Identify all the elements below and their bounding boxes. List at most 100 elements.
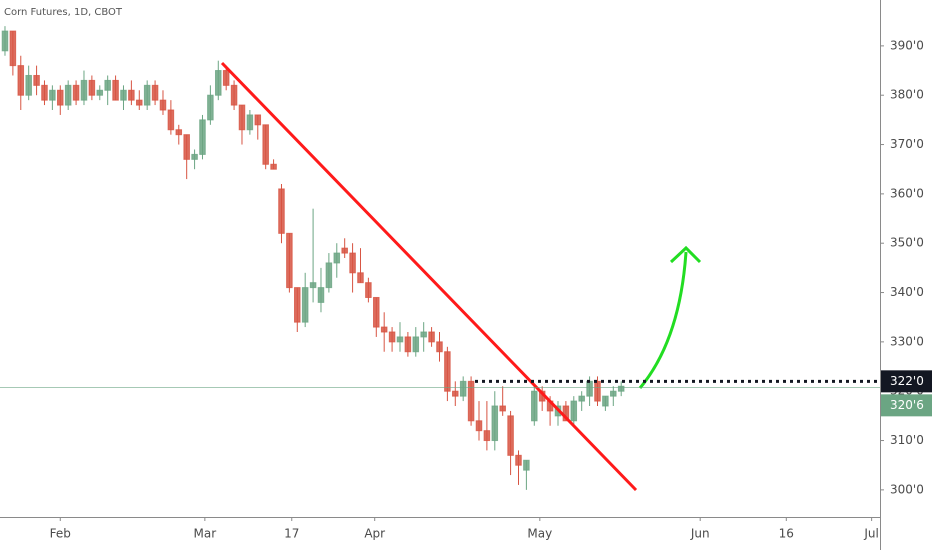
y-tick-label: 380'0 (890, 88, 924, 102)
candle-body (57, 89, 64, 106)
x-tick-label: Apr (364, 527, 385, 541)
candle-body (491, 405, 499, 442)
candle-body (499, 405, 506, 412)
candle-body (578, 395, 585, 402)
candle-body (531, 390, 538, 422)
price-label-box (881, 370, 932, 393)
x-tick-label: Feb (50, 527, 71, 541)
candle-body (602, 395, 609, 407)
candle-body (412, 336, 420, 353)
candle-body (515, 454, 522, 466)
candle-body (120, 89, 127, 101)
y-tick-label: 390'0 (890, 38, 924, 52)
candle-body (41, 84, 48, 101)
candle-body (104, 79, 111, 91)
candle-body (80, 79, 88, 101)
candle-body (301, 287, 309, 323)
candle-body (33, 74, 40, 86)
y-tick-label: 370'0 (890, 137, 924, 151)
candle-body (159, 99, 167, 111)
candle-body (617, 385, 625, 392)
candle-body (222, 70, 230, 86)
x-tick-label: Jul (863, 527, 878, 541)
forecast-arrow (638, 251, 688, 389)
candle-body (507, 415, 514, 456)
candle-body (207, 94, 214, 121)
candle-body (459, 380, 467, 397)
y-tick-label: 300'0 (890, 482, 924, 496)
candle-body (396, 336, 404, 343)
candle-body (594, 380, 601, 402)
candle-body (17, 65, 25, 96)
candle-body (191, 153, 198, 160)
candle-body (9, 30, 17, 67)
candle-body (444, 351, 451, 392)
candle-body (72, 84, 80, 101)
candle-body (262, 124, 269, 165)
candle-body (1, 30, 9, 52)
candle-body (96, 89, 104, 96)
y-tick-label: 330'0 (890, 334, 924, 348)
candle-body (143, 84, 151, 106)
candle-body (436, 341, 443, 353)
candles (1, 26, 625, 490)
candle-body (586, 380, 593, 397)
candle-body (373, 296, 380, 328)
candle-body (167, 109, 175, 131)
candle-body (183, 134, 190, 160)
candle-body (610, 390, 617, 397)
chart-title: Corn Futures, 1D, CBOT (4, 7, 123, 18)
candle-body (523, 459, 530, 471)
x-tick-label: 17 (284, 527, 299, 541)
candle-body (49, 89, 56, 101)
candle-body (151, 84, 159, 101)
candle-body (483, 430, 491, 442)
candle-body (294, 287, 301, 323)
candle-body (64, 84, 72, 106)
x-tick-label: 16 (779, 527, 794, 541)
y-tick-label: 360'0 (890, 186, 924, 200)
candle-body (199, 119, 206, 155)
candle-body (88, 79, 96, 96)
candle-body (175, 129, 183, 136)
candle-body (254, 114, 262, 126)
candle-body (388, 331, 396, 343)
candle-body (357, 272, 364, 284)
candle-body (25, 74, 32, 96)
candle-body (317, 287, 325, 303)
y-tick-label: 350'0 (890, 236, 924, 250)
x-tick-label: Jun (690, 527, 710, 541)
x-tick-label: May (527, 527, 552, 541)
candle-body (278, 188, 285, 234)
candle-body (452, 390, 459, 397)
candle-body (246, 114, 254, 131)
candle-body (341, 247, 348, 254)
candle-body (365, 282, 372, 298)
candle-body (309, 282, 317, 289)
price-label-box (881, 394, 932, 417)
candle-body (333, 252, 341, 264)
candle-body (325, 262, 333, 289)
candle-body (380, 326, 388, 333)
y-tick-label: 340'0 (890, 285, 924, 299)
candle-body (215, 70, 222, 96)
candle-body (467, 380, 475, 422)
candle-body (286, 232, 293, 289)
candle-body (270, 163, 277, 170)
candle-body (428, 331, 435, 343)
candle-body (404, 336, 412, 353)
price-label: 320'6 (890, 398, 924, 412)
x-tick-label: Mar (194, 527, 217, 541)
candle-body (349, 252, 356, 274)
candle-body (475, 420, 483, 432)
candle-body (230, 84, 238, 106)
candle-body (136, 99, 143, 106)
candle-body (570, 400, 578, 422)
candle-body (128, 89, 135, 101)
candle-body (112, 79, 119, 101)
price-label: 322'0 (890, 374, 924, 388)
trend-line (220, 61, 638, 492)
